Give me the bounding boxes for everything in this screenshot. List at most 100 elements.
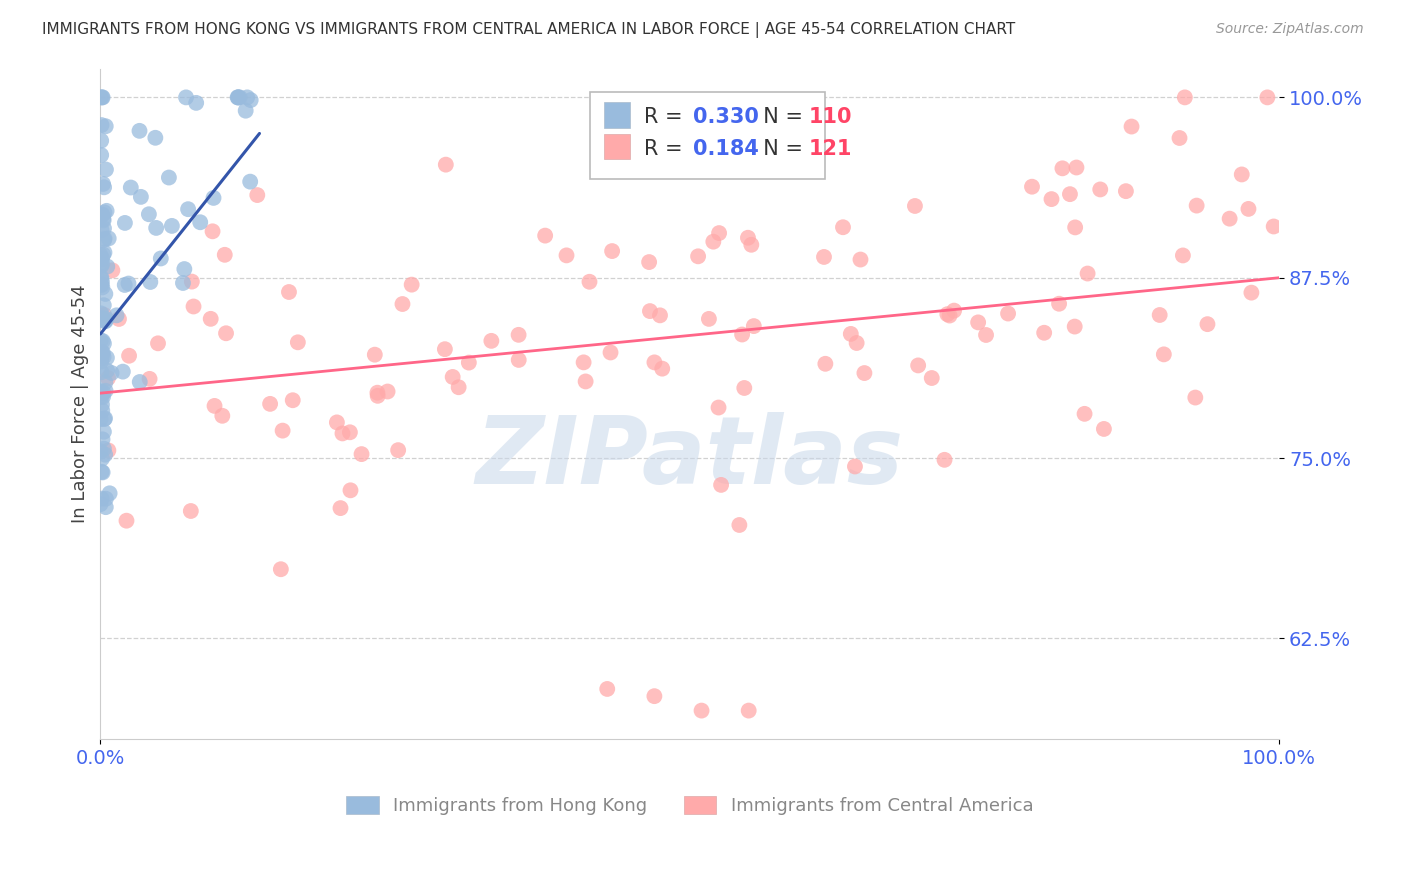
Point	[93, 350, 115, 364]
Point	[326, 416, 349, 430]
Point	[1115, 184, 1137, 198]
Point	[211, 409, 233, 423]
Point	[160, 219, 183, 233]
Point	[204, 399, 226, 413]
Point	[180, 504, 202, 518]
Point	[91, 275, 114, 289]
Point	[690, 704, 713, 718]
Point	[91, 257, 114, 271]
Point	[599, 345, 621, 359]
Point	[93, 205, 115, 219]
Point	[387, 443, 409, 458]
Point	[239, 175, 262, 189]
Point	[91, 90, 114, 104]
Point	[214, 248, 236, 262]
Point	[508, 327, 530, 342]
Point	[270, 562, 292, 576]
Point	[1059, 187, 1081, 202]
Point	[118, 349, 141, 363]
Point	[1263, 219, 1285, 234]
Point	[1174, 90, 1197, 104]
Point	[1090, 182, 1112, 196]
Y-axis label: In Labor Force | Age 45-54: In Labor Force | Age 45-54	[72, 285, 89, 524]
Point	[707, 401, 730, 415]
Text: R =: R =	[644, 139, 689, 159]
Point	[849, 252, 872, 267]
Point	[367, 389, 389, 403]
Point	[91, 177, 114, 191]
Point	[120, 180, 142, 194]
Point	[1185, 198, 1208, 212]
Point	[246, 188, 269, 202]
Point	[90, 208, 112, 222]
Point	[91, 280, 114, 294]
Point	[226, 90, 249, 104]
Point	[200, 311, 222, 326]
Point	[94, 384, 117, 398]
Point	[1021, 179, 1043, 194]
Point	[813, 250, 835, 264]
Point	[91, 310, 114, 325]
Point	[91, 451, 114, 466]
Point	[89, 248, 111, 262]
Point	[90, 90, 112, 104]
Point	[332, 426, 354, 441]
Point	[114, 216, 136, 230]
Point	[90, 118, 112, 132]
Point	[710, 478, 733, 492]
Point	[938, 309, 960, 323]
Text: Source: ZipAtlas.com: Source: ZipAtlas.com	[1216, 22, 1364, 37]
Point	[128, 375, 150, 389]
Point	[596, 681, 619, 696]
Point	[600, 244, 623, 258]
Point	[226, 90, 249, 104]
Point	[174, 90, 197, 104]
Point	[271, 424, 294, 438]
Point	[235, 103, 257, 118]
Text: 110: 110	[808, 108, 852, 128]
Point	[339, 483, 361, 498]
Point	[1171, 248, 1194, 262]
Point	[91, 252, 114, 266]
Point	[172, 276, 194, 290]
Point	[173, 262, 195, 277]
Point	[117, 277, 139, 291]
Point	[508, 353, 530, 368]
Point	[96, 363, 118, 377]
Point	[91, 312, 114, 326]
Point	[697, 312, 720, 326]
Point	[239, 93, 262, 107]
Point	[228, 90, 250, 104]
Point	[93, 221, 115, 235]
Point	[94, 162, 117, 177]
Point	[91, 346, 114, 360]
Point	[447, 380, 470, 394]
Point	[287, 335, 309, 350]
Text: IMMIGRANTS FROM HONG KONG VS IMMIGRANTS FROM CENTRAL AMERICA IN LABOR FORCE | AG: IMMIGRANTS FROM HONG KONG VS IMMIGRANTS …	[42, 22, 1015, 38]
Point	[98, 486, 121, 500]
Point	[329, 501, 352, 516]
Point	[91, 208, 114, 222]
Point	[391, 297, 413, 311]
Point	[90, 444, 112, 458]
Point	[149, 252, 172, 266]
Point	[90, 351, 112, 365]
FancyBboxPatch shape	[603, 103, 630, 128]
Point	[138, 372, 160, 386]
Text: 0.330: 0.330	[693, 108, 759, 128]
Point	[139, 275, 162, 289]
Point	[638, 255, 661, 269]
Point	[575, 375, 598, 389]
Point	[339, 425, 361, 440]
Point	[648, 309, 671, 323]
Point	[90, 365, 112, 379]
Point	[1149, 308, 1171, 322]
Point	[90, 384, 112, 399]
Point	[1063, 319, 1085, 334]
Text: 121: 121	[808, 139, 852, 159]
Point	[278, 285, 301, 299]
Text: R =: R =	[644, 108, 689, 128]
Point	[90, 271, 112, 285]
Point	[974, 328, 997, 343]
Point	[177, 202, 200, 217]
